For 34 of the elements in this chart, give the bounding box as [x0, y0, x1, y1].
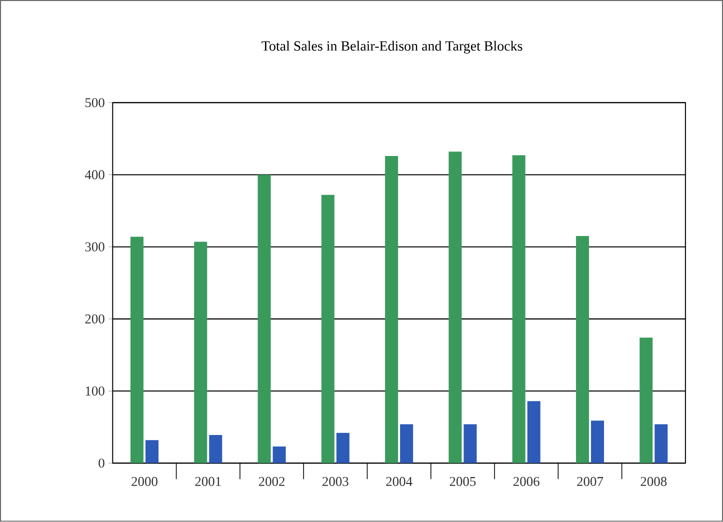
x-tick-label: 2005	[450, 477, 476, 486]
bar	[527, 401, 540, 464]
x-tick-label: 2004	[386, 477, 412, 486]
bar	[654, 424, 668, 464]
x-tick-label: 2007	[577, 477, 604, 486]
bar	[464, 424, 477, 464]
x-tick-label: 2008	[640, 477, 667, 486]
bar	[385, 156, 398, 464]
chart-title: Total Sales in Belair-Edison and Target Blocks	[262, 41, 522, 54]
bar	[145, 440, 158, 464]
bar	[576, 236, 589, 464]
y-tick-label: 0	[98, 458, 104, 468]
bar	[640, 338, 653, 464]
bar	[336, 432, 350, 464]
x-tick-label: 2001	[195, 477, 221, 486]
bar	[130, 236, 144, 464]
bar	[194, 242, 208, 464]
y-tick-label: 500	[85, 98, 104, 108]
bar	[258, 174, 271, 464]
y-tick-label: 200	[85, 314, 104, 324]
bar	[209, 435, 222, 464]
bar	[512, 155, 526, 464]
bar	[400, 424, 414, 464]
x-tick-label: 2002	[258, 477, 284, 486]
bar	[448, 152, 462, 464]
bar	[272, 446, 286, 464]
bar	[590, 420, 604, 464]
x-tick-label: 2003	[322, 477, 348, 486]
x-tick-label: 2000	[132, 477, 158, 486]
x-tick-label: 2006	[513, 477, 540, 486]
y-tick-label: 300	[85, 242, 104, 252]
bar	[321, 195, 334, 464]
y-tick-label: 400	[84, 170, 104, 180]
y-tick-label: 100	[86, 386, 104, 396]
